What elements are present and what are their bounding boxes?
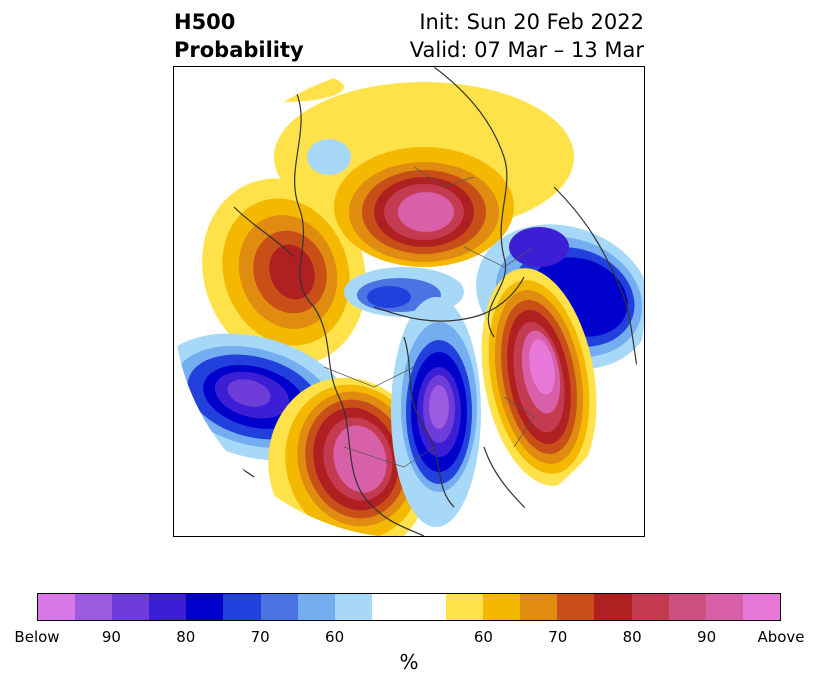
anomaly-above-atlantic (481, 268, 597, 486)
colorbar-tick-label: Above (757, 628, 805, 646)
colorbar-tick-label: 80 (622, 628, 642, 646)
probability-map (173, 66, 645, 537)
map-svg (174, 67, 644, 536)
colorbar-tick-label: 80 (176, 628, 196, 646)
chart-title: H500 Probability (174, 8, 304, 64)
colorbar-tick-label: 60 (325, 628, 345, 646)
anomaly-above-arctic (224, 72, 344, 102)
colorbar-segment (705, 594, 743, 620)
colorbar-segment (520, 594, 558, 620)
colorbar-segment (408, 594, 447, 620)
colorbar-segment (631, 594, 669, 620)
colorbar-segment (149, 594, 187, 620)
colorbar-segment (742, 594, 780, 620)
colorbar (37, 593, 781, 621)
colorbar-segment (112, 594, 150, 620)
colorbar-segment (186, 594, 224, 620)
colorbar-tick-label: 90 (697, 628, 717, 646)
anomaly-above-eurasia (274, 82, 574, 267)
colorbar-tick-label: 70 (548, 628, 568, 646)
colorbar-tick-label: 90 (101, 628, 121, 646)
colorbar-segment (260, 594, 298, 620)
anomaly-below-siberia (391, 297, 481, 527)
valid-range: Valid: 07 Mar – 13 Mar (409, 38, 644, 62)
borders (323, 166, 535, 468)
colorbar-segment (371, 594, 409, 620)
colorbar-segment (483, 594, 521, 620)
colorbar-segment (297, 594, 335, 620)
colorbar-segment (334, 594, 372, 620)
colorbar-segment (38, 594, 76, 620)
init-date: Init: Sun 20 Feb 2022 (419, 10, 644, 34)
colorbar-segment (668, 594, 706, 620)
anomaly-above-east-asia (268, 377, 430, 536)
colorbar-segment (75, 594, 113, 620)
title-line-2: Probability (174, 38, 304, 62)
colorbar-segment (594, 594, 632, 620)
colorbar-unit: % (399, 650, 419, 674)
anomaly-above-pacific (202, 178, 366, 366)
title-line-1: H500 (174, 10, 236, 34)
colorbar-tick-label: Below (14, 628, 60, 646)
colorbar-segment (446, 594, 484, 620)
date-info: Init: Sun 20 Feb 2022 Valid: 07 Mar – 13… (410, 8, 644, 64)
anomaly-below-small (307, 139, 351, 175)
colorbar-tick-label: 60 (473, 628, 493, 646)
colorbar-tick-label: 70 (250, 628, 270, 646)
colorbar-segment (223, 594, 261, 620)
colorbar-segment (557, 594, 595, 620)
